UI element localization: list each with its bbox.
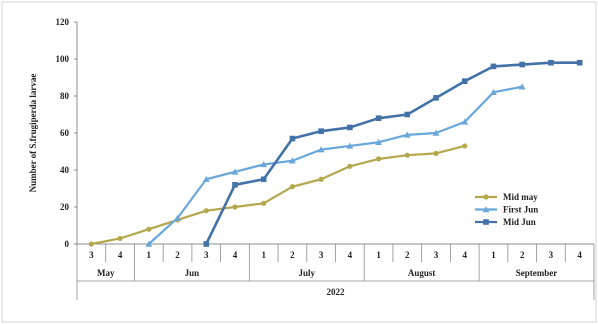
y-tick-label: 20	[60, 202, 70, 212]
x-week-label: 2	[290, 250, 295, 260]
data-point-mid-jun	[289, 135, 296, 142]
y-tick-label: 60	[60, 128, 70, 138]
data-point-first-jun	[145, 240, 153, 247]
data-point-mid-may	[433, 150, 439, 156]
data-point-first-jun	[174, 214, 181, 221]
y-tick-label: 80	[60, 91, 70, 101]
data-point-first-jun	[202, 175, 210, 182]
data-point-mid-may	[88, 241, 94, 247]
x-week-label: 4	[118, 250, 123, 260]
y-tick-label: 40	[60, 165, 70, 175]
x-week-label: 4	[348, 250, 353, 260]
data-point-mid-jun	[232, 182, 238, 188]
series-line-first-jun	[148, 85, 523, 245]
data-point-mid-may	[232, 204, 238, 210]
x-week-label: 4	[463, 250, 468, 260]
data-point-mid-may	[117, 235, 123, 242]
data-point-mid-jun	[433, 95, 439, 101]
data-point-mid-jun	[519, 61, 525, 68]
legend: Mid may First Jun Mid Jun	[475, 192, 538, 227]
data-point-mid-may	[375, 156, 382, 162]
data-point-mid-may	[146, 226, 152, 232]
data-point-mid-may	[318, 176, 324, 182]
x-week-label: 3	[319, 250, 324, 260]
legend-marker-mid-jun	[483, 219, 489, 225]
series-first-jun	[145, 83, 526, 247]
data-point-mid-jun	[576, 59, 583, 66]
data-point-first-jun	[375, 138, 382, 145]
series-line-mid-jun	[205, 61, 580, 245]
data-point-mid-jun	[318, 128, 324, 134]
x-week-label: 3	[89, 250, 94, 260]
legend-label-mid-jun: Mid Jun	[503, 217, 536, 227]
series-line-mid-may	[91, 144, 466, 246]
data-point-first-jun	[346, 142, 354, 149]
data-point-mid-jun	[548, 59, 554, 66]
data-point-mid-jun	[203, 241, 210, 247]
data-point-mid-jun	[490, 63, 497, 70]
data-point-mid-may	[347, 163, 353, 169]
x-week-label: 4	[577, 250, 582, 260]
x-month-label: August	[408, 268, 436, 278]
data-point-mid-may	[404, 152, 410, 158]
y-tick-label: 120	[56, 17, 70, 27]
x-week-label: 2	[520, 250, 525, 260]
x-week-label: 1	[491, 250, 496, 260]
x-month-label: September	[516, 268, 558, 278]
x-month-label: July	[299, 268, 316, 278]
x-axis-label: 2022	[327, 287, 346, 297]
x-week-label: 3	[549, 250, 554, 260]
data-point-mid-jun	[461, 78, 468, 84]
data-point-first-jun	[518, 83, 526, 90]
data-point-first-jun	[432, 129, 440, 136]
x-week-label: 1	[147, 250, 152, 260]
x-week-label: 3	[204, 250, 209, 260]
legend-label-first-jun: First Jun	[503, 205, 538, 215]
x-week-label: 4	[233, 250, 238, 260]
data-point-mid-jun	[260, 176, 267, 183]
data-point-mid-may	[261, 200, 267, 206]
x-week-label: 1	[376, 250, 381, 260]
data-point-mid-may	[203, 208, 209, 214]
legend-marker-first-jun	[482, 206, 490, 213]
data-point-first-jun	[461, 118, 469, 125]
x-week-label: 1	[261, 250, 266, 260]
x-month-label: May	[97, 268, 115, 278]
data-point-mid-may	[462, 143, 468, 149]
data-point-mid-jun	[404, 111, 411, 118]
data-point-first-jun	[403, 131, 411, 138]
series-mid-may	[88, 143, 468, 247]
x-week-label: 2	[175, 250, 180, 260]
y-axis-label: Number of S.frugiperda larvae	[28, 74, 38, 193]
data-point-first-jun	[231, 168, 239, 175]
data-point-first-jun	[490, 88, 497, 96]
legend-label-mid-may: Mid may	[503, 192, 538, 202]
series-mid-jun	[203, 59, 583, 247]
data-point-first-jun	[317, 146, 325, 153]
legend-marker-mid-may	[483, 194, 489, 200]
data-point-first-jun	[289, 157, 296, 164]
y-tick-label: 0	[65, 239, 70, 249]
x-week-label: 3	[434, 250, 439, 260]
data-point-mid-may	[289, 184, 296, 190]
y-tick-label: 100	[56, 54, 70, 64]
data-point-first-jun	[260, 161, 268, 168]
x-week-label: 2	[405, 250, 410, 260]
data-point-mid-jun	[347, 124, 353, 131]
x-month-label: Jun	[185, 268, 200, 278]
data-point-mid-jun	[375, 115, 382, 121]
